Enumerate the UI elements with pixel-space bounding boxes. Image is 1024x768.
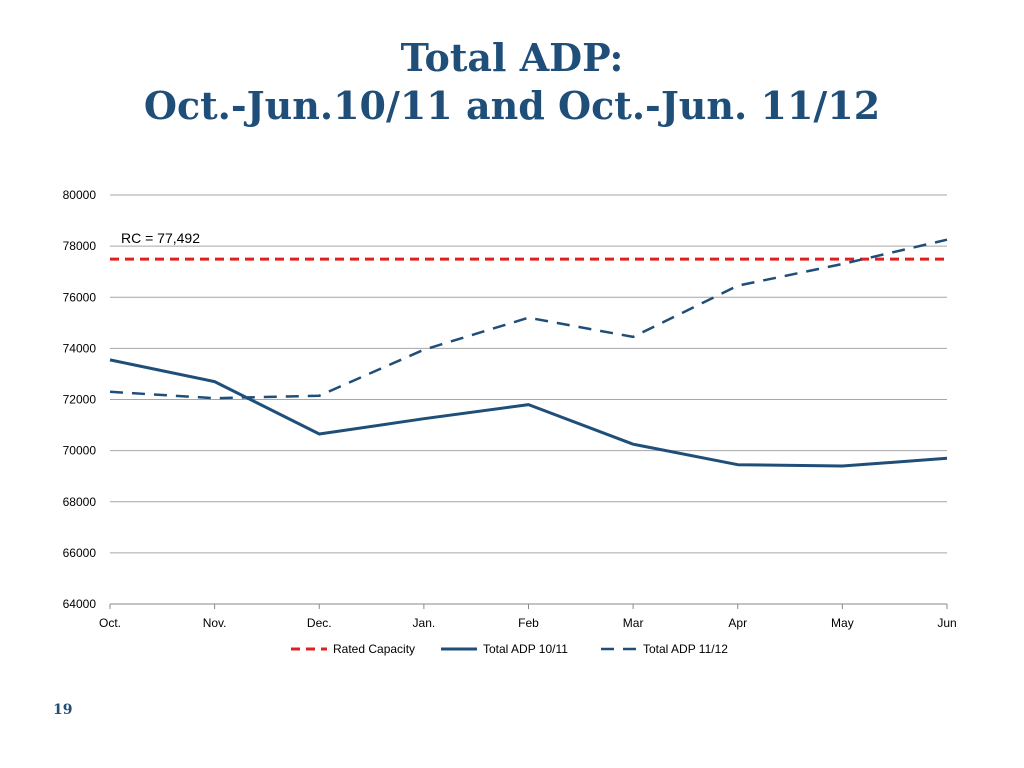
x-tick-label: Feb [518, 616, 539, 630]
y-tick-label: 78000 [63, 239, 97, 253]
rated-capacity-annotation: RC = 77,492 [121, 230, 200, 246]
y-tick-label: 72000 [63, 393, 97, 407]
slide-title: Total ADP: Oct.-Jun.10/11 and Oct.-Jun. … [0, 34, 1024, 130]
series-line-3 [109, 238, 948, 400]
x-tick-label: Apr [728, 616, 747, 630]
legend-label-3: Total ADP 11/12 [643, 642, 728, 656]
legend-label-1: Rated Capacity [333, 642, 415, 656]
y-tick-label: 64000 [63, 597, 97, 611]
title-line-2: Oct.-Jun.10/11 and Oct.-Jun. 11/12 [143, 83, 881, 128]
page-number: 19 [53, 702, 73, 718]
x-tick-label: Jan. [413, 616, 436, 630]
gridlines [110, 194, 947, 605]
x-tick-label: Nov. [203, 616, 227, 630]
y-axis-ticks: 64000 66000 68000 70000 72000 74000 76000 78000… [63, 188, 97, 611]
y-tick-label: 70000 [63, 444, 97, 458]
x-axis: Oct. Nov. Dec. Jan. Feb Mar Apr May Jun [99, 604, 957, 630]
x-tick-label: May [831, 616, 854, 630]
x-tick-label: Dec. [307, 616, 332, 630]
y-tick-label: 74000 [63, 341, 97, 355]
y-tick-label: 80000 [63, 188, 97, 202]
y-tick-label: 76000 [63, 290, 97, 304]
y-tick-label: 66000 [63, 546, 97, 560]
x-tick-label: Mar [623, 616, 644, 630]
y-tick-label: 68000 [63, 495, 97, 509]
legend: Rated Capacity Total ADP 10/11 Total ADP 1… [291, 642, 728, 656]
x-tick-label: Oct. [99, 616, 121, 630]
series-lines [109, 238, 948, 468]
title-line-1: Total ADP: [400, 35, 624, 80]
legend-label-2: Total ADP 10/11 [483, 642, 568, 656]
x-tick-label: Jun [937, 616, 956, 630]
series-line-2 [109, 358, 948, 468]
